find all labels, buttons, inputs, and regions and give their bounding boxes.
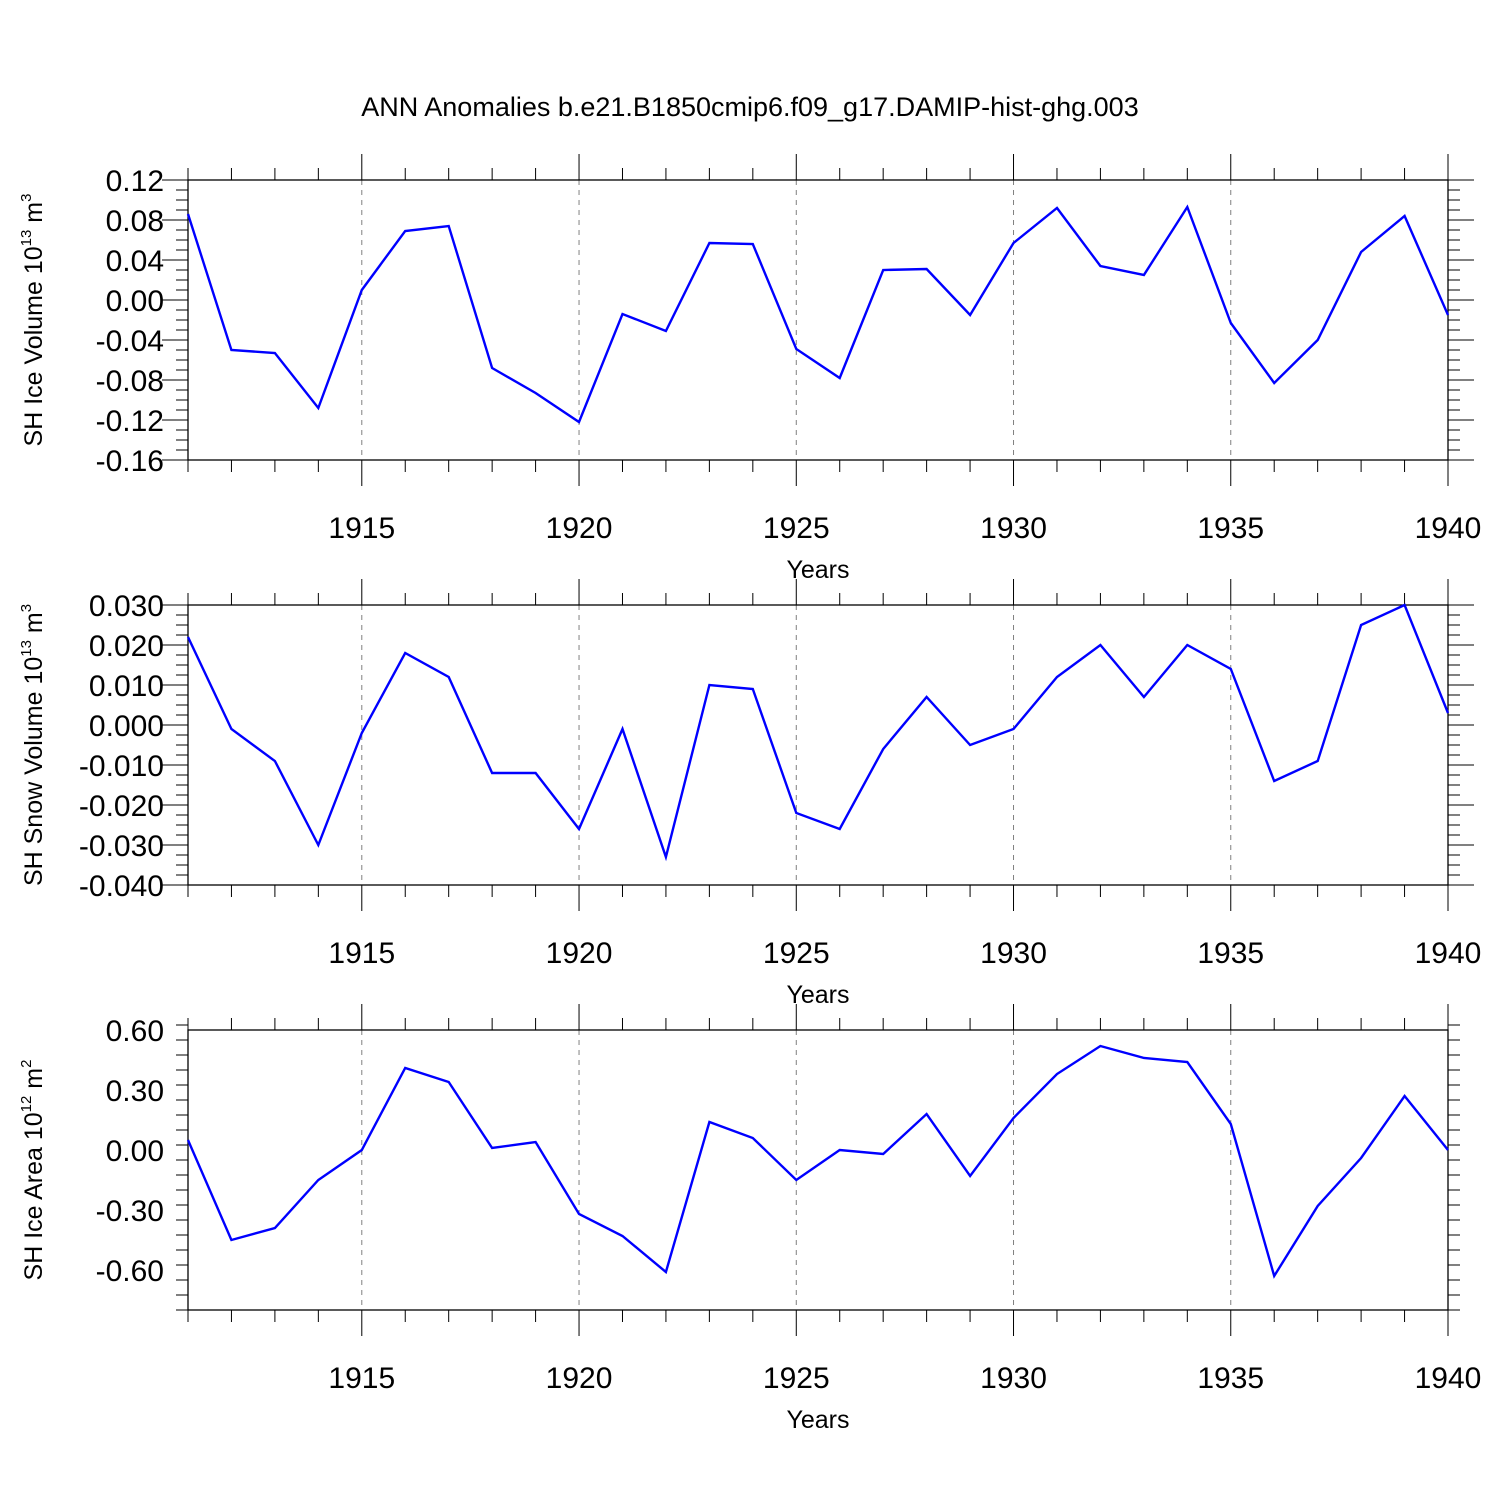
y-axis-label-text: m bbox=[20, 1068, 48, 1096]
series-line bbox=[186, 204, 1450, 424]
y-axis-label-text: m bbox=[20, 202, 48, 230]
y-axis-label: SH Ice Volume 1013 m3 bbox=[18, 194, 48, 447]
y-tick-label: 0.08 bbox=[106, 205, 164, 238]
y-tick-label: 0.000 bbox=[89, 710, 164, 743]
y-tick-label: -0.12 bbox=[96, 405, 164, 438]
y-axis-label-text: SH Snow Volume 10 bbox=[20, 657, 48, 886]
x-axis-label: Years bbox=[786, 981, 849, 1009]
panel-2: 0.030 0.020 0.010 0.000 -0.010 -0.020 -0.030 -0… bbox=[18, 579, 1481, 1009]
x-tick-label: 1930 bbox=[980, 937, 1047, 970]
x-tick-label: 1925 bbox=[763, 1362, 830, 1395]
y-axis-label-superscript: 12 bbox=[18, 1096, 35, 1113]
y-tick-label: -0.010 bbox=[79, 750, 164, 783]
y-axis-label-superscript: 13 bbox=[18, 230, 35, 247]
y-tick-label: -0.08 bbox=[96, 365, 164, 398]
panel-1: 0.12 0.08 0.04 0.00 -0.04 -0.08 -0.12 -0.16 1915… bbox=[18, 154, 1481, 584]
x-tick-label: 1935 bbox=[1197, 512, 1264, 545]
x-tick-label: 1915 bbox=[328, 937, 395, 970]
x-tick-label: 1920 bbox=[546, 1362, 613, 1395]
y-tick-label: -0.60 bbox=[96, 1255, 164, 1288]
panel-3: 0.60 0.30 0.00 -0.30 -0.60 1915 1920 1925 1930 19… bbox=[18, 1004, 1481, 1434]
x-tick-label: 1935 bbox=[1197, 937, 1264, 970]
x-tick-label: 1920 bbox=[546, 512, 613, 545]
plot-frame bbox=[187, 179, 1449, 461]
y-tick-label: 0.010 bbox=[89, 670, 164, 703]
y-tick-label: 0.020 bbox=[89, 630, 164, 663]
y-axis-label-text: SH Ice Area 10 bbox=[20, 1112, 48, 1280]
x-tick-label: 1925 bbox=[763, 512, 830, 545]
y-tick-label: 0.00 bbox=[106, 285, 164, 318]
y-axis-label-text: SH Ice Volume 10 bbox=[20, 246, 48, 446]
y-axis-label-superscript: 3 bbox=[18, 194, 35, 202]
y-tick-label: -0.16 bbox=[96, 445, 164, 478]
x-tick-label: 1915 bbox=[328, 1362, 395, 1395]
x-tick-label: 1940 bbox=[1415, 512, 1482, 545]
x-tick-label: 1940 bbox=[1415, 1362, 1482, 1395]
y-tick-label: 0.00 bbox=[106, 1135, 164, 1168]
x-tick-label: 1935 bbox=[1197, 1362, 1264, 1395]
y-tick-label: -0.040 bbox=[79, 870, 164, 903]
y-axis-label-text: m bbox=[20, 612, 48, 640]
series-line bbox=[186, 603, 1450, 862]
y-tick-label: 0.04 bbox=[106, 245, 164, 278]
figure-title: ANN Anomalies b.e21.B1850cmip6.f09_g17.D… bbox=[361, 92, 1138, 122]
x-axis-label: Years bbox=[786, 1406, 849, 1434]
y-tick-label: -0.04 bbox=[96, 325, 164, 358]
series-line bbox=[186, 1044, 1449, 1279]
y-tick-label: 0.030 bbox=[89, 590, 164, 623]
plot-frame bbox=[187, 1029, 1449, 1311]
y-tick-label: -0.020 bbox=[79, 790, 164, 823]
y-tick-label: -0.30 bbox=[96, 1195, 164, 1228]
y-axis-label-superscript: 13 bbox=[18, 640, 35, 657]
y-tick-label: 0.60 bbox=[106, 1015, 164, 1048]
x-tick-label: 1915 bbox=[328, 512, 395, 545]
y-tick-label: 0.30 bbox=[106, 1075, 164, 1108]
y-tick-label: 0.12 bbox=[106, 165, 164, 198]
y-axis-label-superscript: 2 bbox=[18, 1060, 35, 1068]
x-tick-label: 1930 bbox=[980, 1362, 1047, 1395]
x-tick-label: 1925 bbox=[763, 937, 830, 970]
x-tick-label: 1920 bbox=[546, 937, 613, 970]
panels: 0.12 0.08 0.04 0.00 -0.04 -0.08 -0.12 -0.16 1915… bbox=[18, 154, 1481, 1434]
y-axis-label-superscript: 3 bbox=[18, 604, 35, 612]
x-tick-label: 1940 bbox=[1415, 937, 1482, 970]
y-tick-label: -0.030 bbox=[79, 830, 164, 863]
y-axis-label: SH Ice Area 1012 m2 bbox=[18, 1060, 48, 1281]
y-axis-label: SH Snow Volume 1013 m3 bbox=[18, 604, 48, 886]
x-tick-label: 1930 bbox=[980, 512, 1047, 545]
x-axis-label: Years bbox=[786, 556, 849, 584]
